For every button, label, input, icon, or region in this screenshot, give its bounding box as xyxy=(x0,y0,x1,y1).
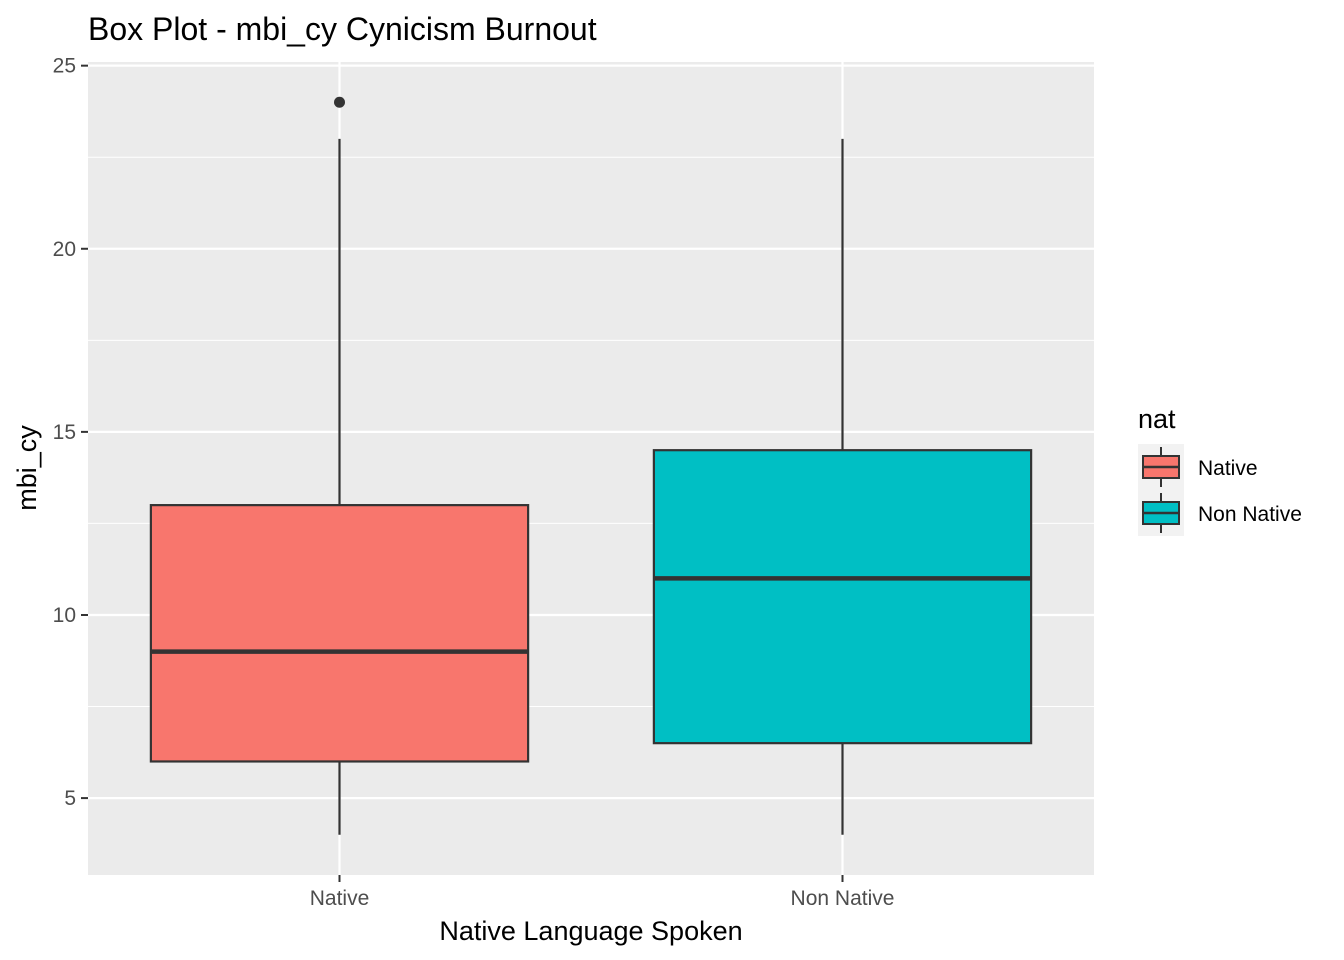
box-layer xyxy=(149,96,1033,835)
chart-title: Box Plot - mbi_cy Cynicism Burnout xyxy=(88,11,597,47)
y-tick-label: 10 xyxy=(53,604,76,627)
box-native xyxy=(149,96,530,835)
legend-keys: Native Non Native xyxy=(1138,444,1302,536)
y-axis: 5 10 15 20 25 xyxy=(53,55,88,810)
x-tick-label: Native xyxy=(310,887,370,910)
box-non-native xyxy=(652,138,1033,835)
y-tick-label: 5 xyxy=(64,787,76,810)
outlier-point xyxy=(334,96,345,108)
y-axis-title: mbi_cy xyxy=(12,425,42,511)
x-axis-title: Native Language Spoken xyxy=(439,916,742,946)
legend-label: Native xyxy=(1198,457,1258,480)
x-tick-label: Non Native xyxy=(791,887,895,910)
legend-item-non-native: Non Native xyxy=(1138,490,1302,536)
x-axis: Native Non Native xyxy=(310,875,895,910)
y-tick-label: 20 xyxy=(53,238,76,261)
y-tick-label: 15 xyxy=(53,421,76,444)
legend-title: nat xyxy=(1138,404,1176,434)
legend-item-native: Native xyxy=(1138,444,1258,490)
legend-label: Non Native xyxy=(1198,503,1302,526)
box-body xyxy=(149,504,530,763)
box-body xyxy=(652,449,1033,745)
legend: nat Native Non Native xyxy=(1138,404,1302,536)
y-tick-label: 25 xyxy=(53,55,76,78)
